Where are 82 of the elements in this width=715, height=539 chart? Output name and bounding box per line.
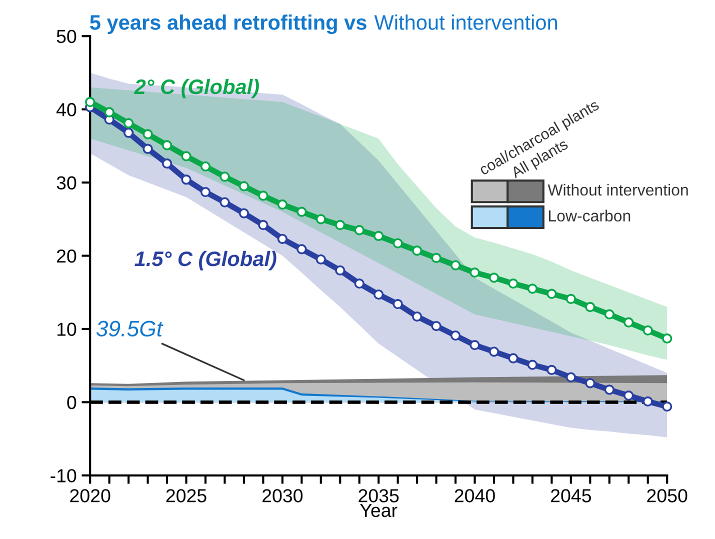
point	[354, 278, 364, 289]
point	[508, 278, 518, 289]
point	[316, 214, 326, 224]
point	[85, 96, 96, 108]
point	[450, 260, 461, 270]
point	[662, 333, 672, 344]
point	[335, 265, 346, 276]
point	[277, 234, 288, 244]
point	[604, 384, 614, 395]
point	[624, 317, 634, 328]
chart-title: 5 years ahead retrofitting vs	[90, 14, 366, 34]
point	[470, 340, 480, 350]
point	[220, 197, 230, 208]
y-tick-label: 50	[56, 30, 76, 44]
point	[354, 225, 364, 236]
point	[546, 288, 557, 299]
point	[392, 238, 403, 248]
point	[374, 230, 384, 242]
point	[566, 372, 576, 382]
point	[374, 289, 384, 300]
point	[624, 390, 634, 401]
point	[412, 246, 422, 256]
point	[296, 206, 307, 217]
x-tick-label: 2030	[262, 489, 303, 502]
series-label: 2° C (Global)	[134, 78, 259, 98]
chart-subtitle: Without intervention	[374, 14, 557, 30]
point	[258, 190, 268, 201]
point	[392, 299, 403, 310]
x-tick-label: 2025	[166, 489, 206, 502]
x-tick-label: 2050	[647, 489, 688, 502]
point	[238, 208, 250, 218]
point	[200, 161, 211, 172]
y-tick-label: -10	[50, 469, 76, 482]
x-tick-label: 2020	[70, 489, 110, 502]
point	[604, 309, 614, 320]
x-tick-label: 2045	[551, 489, 591, 502]
point	[662, 402, 672, 412]
point	[181, 174, 192, 185]
y-tick-label: 10	[57, 322, 76, 336]
point	[296, 244, 307, 254]
point	[527, 284, 538, 294]
y-tick-label: 20	[56, 249, 76, 263]
point	[316, 254, 326, 264]
x-axis-title: Year	[360, 504, 398, 518]
point	[181, 151, 192, 162]
series-label: 1.5° C (Global)	[134, 250, 276, 270]
point	[546, 364, 557, 376]
point	[450, 330, 461, 341]
x-tick-label: 2035	[358, 489, 399, 502]
point	[220, 172, 230, 182]
point	[142, 144, 153, 154]
point	[488, 272, 500, 283]
point	[123, 118, 134, 128]
point	[527, 360, 538, 370]
point	[431, 320, 442, 332]
y-tick-label: 30	[56, 176, 76, 190]
annotation: 39.5Gt	[96, 320, 164, 337]
point	[412, 311, 422, 322]
y-tick-label: 0	[67, 396, 76, 410]
point	[162, 158, 172, 169]
point	[162, 140, 172, 150]
point	[642, 396, 653, 407]
point	[585, 302, 596, 312]
y-tick-label: 40	[56, 103, 76, 116]
point	[258, 220, 268, 230]
point	[104, 107, 114, 118]
point	[277, 199, 288, 210]
point	[123, 128, 134, 138]
point	[566, 294, 576, 304]
point	[585, 378, 596, 388]
point	[431, 252, 442, 264]
point	[335, 220, 346, 230]
point	[508, 353, 518, 364]
point	[238, 181, 250, 192]
point	[470, 268, 480, 278]
point	[488, 346, 500, 357]
point	[142, 129, 153, 140]
point	[642, 325, 653, 336]
annotation: Without intervention	[548, 184, 688, 196]
annotation: Low-carbon	[549, 210, 630, 222]
x-tick-label: 2040	[454, 489, 495, 502]
point	[200, 186, 211, 198]
